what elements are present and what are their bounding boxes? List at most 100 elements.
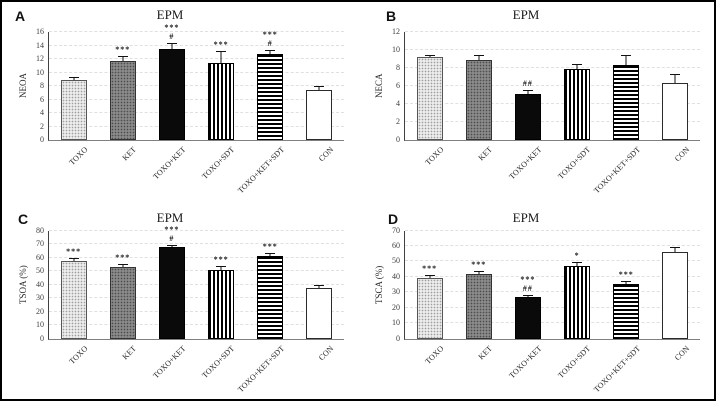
gridline <box>49 58 344 59</box>
y-tick-label: 10 <box>36 67 44 77</box>
bar-con <box>306 287 333 339</box>
gridline <box>49 31 344 32</box>
x-category-label: TOXO <box>66 343 89 366</box>
error-bar <box>527 294 529 297</box>
error-bar <box>220 50 222 64</box>
bar-column: CON <box>295 231 344 362</box>
bars-layer: *** TOXO *** KET *** ## TOXO+KET * TOXO+SDT *** TO… <box>405 231 700 394</box>
bar-toxo-ket-sdt <box>613 65 640 140</box>
plot-area: 0 2 4 6 8 10 12 14 16 TOXO *** KET *** # TOXO+KET *** TO… <box>36 23 344 195</box>
bar-column: CON <box>651 231 700 362</box>
gridline <box>49 85 344 86</box>
y-tick-label: 8 <box>396 63 400 73</box>
bar-toxo-ket-sdt <box>613 283 640 339</box>
significance-annotation: *** <box>213 254 229 264</box>
bar-column: TOXO+SDT <box>553 32 602 181</box>
y-tick-label: 30 <box>36 293 44 302</box>
error-bar-cap <box>522 89 533 91</box>
y-tick-label: 0 <box>396 333 400 343</box>
significance-annotation: *** <box>115 252 131 262</box>
plot-area: 0 2 4 6 8 10 12 TOXO KET ## TOXO+KET TOXO+SDT TOXO+K… <box>392 28 700 195</box>
bar-column: *** TOXO+KET+SDT <box>236 231 295 394</box>
panel-b: B EPM NECA 0 2 4 6 8 10 12 TOXO KET ## TOXO+KET TOX… <box>358 2 714 201</box>
significance-annotation: *** <box>422 264 438 274</box>
gridline <box>405 85 700 86</box>
y-tick-label: 20 <box>36 306 44 316</box>
gridline <box>405 229 700 231</box>
x-category-label: TOXO+KET <box>151 343 188 380</box>
error-bar-cap <box>621 281 632 283</box>
gridline <box>405 121 700 123</box>
gridline <box>49 310 344 312</box>
y-tick-label: 14 <box>36 40 44 50</box>
error-bar <box>625 55 627 66</box>
error-bar <box>429 54 431 58</box>
bars-layer: TOXO KET ## TOXO+KET TOXO+SDT TOXO+KET+SDT CON <box>405 32 700 195</box>
x-category-label: KET <box>476 145 495 163</box>
gridline <box>49 125 344 127</box>
x-category-label: CON <box>316 145 335 164</box>
panel-letter-b: B <box>386 8 397 24</box>
bar-toxo-ket <box>514 94 541 140</box>
bar-toxo-ket <box>158 48 185 140</box>
error-bar <box>576 262 578 266</box>
y-tick-label: 70 <box>392 225 400 235</box>
gridline <box>49 324 344 325</box>
error-bar-cap <box>68 77 79 79</box>
gridline <box>49 71 344 73</box>
error-bar <box>674 247 676 253</box>
error-bar <box>625 281 627 284</box>
bar-column: * TOXO+SDT <box>553 231 602 379</box>
bar-column: *** TOXO+SDT <box>197 32 246 181</box>
error-bar <box>318 86 320 91</box>
gridline <box>49 98 344 100</box>
error-bar <box>478 54 480 60</box>
x-category-label: TOXO <box>422 343 445 366</box>
panel-letter-c: C <box>18 210 29 227</box>
bar-toxo <box>60 79 87 140</box>
gridline <box>405 291 700 293</box>
x-category-label: TOXO+KET+SDT <box>235 145 286 196</box>
error-bar-cap <box>670 247 681 249</box>
gridline <box>49 297 344 298</box>
error-bar-cap <box>424 54 435 56</box>
chart-title: EPM <box>156 209 184 225</box>
bar-column: TOXO+KET+SDT <box>592 32 651 195</box>
y-tick-label: 12 <box>392 27 400 36</box>
bar-column: ## TOXO+KET <box>503 32 552 182</box>
bar-toxo-ket <box>514 296 541 339</box>
x-category-label: KET <box>476 343 495 361</box>
y-tick-label: 60 <box>36 252 44 262</box>
significance-annotation: *** # <box>164 224 180 243</box>
gridline <box>405 103 700 105</box>
significance-annotation: *** <box>213 39 229 49</box>
bar-column: *** TOXO+SDT <box>197 231 246 380</box>
bar-column: KET <box>454 32 503 162</box>
x-category-label: TOXO+KET <box>507 343 544 380</box>
bar-column: *** TOXO+KET+SDT <box>592 231 651 393</box>
panel-letter-a: A <box>15 8 26 24</box>
significance-annotation: *** ## <box>520 274 536 293</box>
error-bar-cap <box>265 49 276 51</box>
x-category-label: TOXO <box>66 145 89 167</box>
error-bar-cap <box>216 265 227 267</box>
plot-area: 0 10 20 30 40 50 60 70 *** TOXO *** KET *** ## TOXO+KE… <box>392 226 700 394</box>
error-bar-cap <box>216 50 227 52</box>
bar-column: *** # TOXO+KET+SDT <box>236 30 295 195</box>
error-bar <box>171 42 173 49</box>
x-category-label: CON <box>672 343 691 362</box>
error-bar-cap <box>117 263 128 265</box>
panel-d: D EPM TSCA (%) 0 10 20 30 40 50 60 70 *** TOXO ***… <box>358 201 714 400</box>
significance-annotation: *** # <box>164 22 180 41</box>
bar-con <box>662 252 689 339</box>
y-tick-label: 10 <box>392 318 400 328</box>
error-bar <box>220 265 222 270</box>
bar-ket <box>465 273 492 339</box>
bar-column: *** KET <box>454 231 503 361</box>
x-category-label: TOXO+KET <box>507 145 544 182</box>
x-category-label: TOXO+SDT <box>556 145 593 181</box>
error-bar-cap <box>621 55 632 57</box>
error-bar-cap <box>424 275 435 277</box>
panel-a: A EPM NEOA 0 2 4 6 8 10 12 14 16 TOXO *** KET *** # TO… <box>2 2 358 201</box>
y-tick-label: 10 <box>392 45 400 54</box>
